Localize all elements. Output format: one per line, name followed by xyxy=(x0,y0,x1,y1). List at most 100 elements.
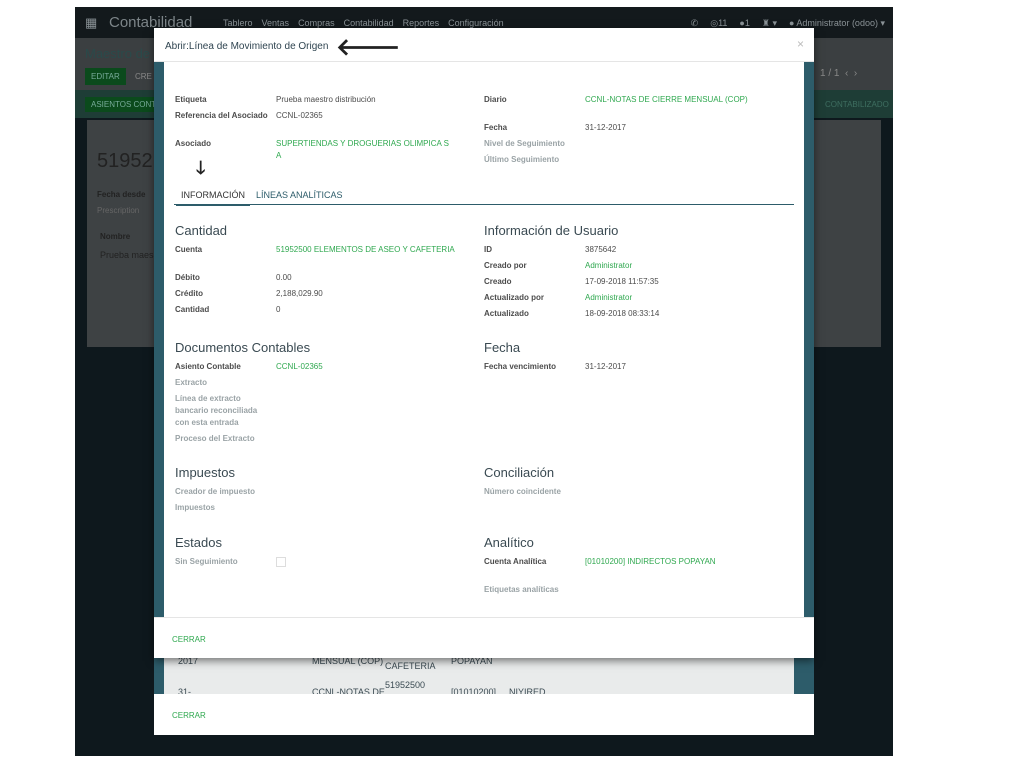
field-label: Creador de impuesto xyxy=(175,487,256,496)
back-modal-footer: CERRAR xyxy=(154,694,814,735)
create-button[interactable]: CRE xyxy=(135,72,152,81)
field-label: Nivel de Seguimiento xyxy=(484,139,565,148)
field-label: Crédito xyxy=(175,289,203,298)
modal-title: Abrir:Línea de Movimiento de Origen xyxy=(165,41,329,52)
arrow-left-icon: 🡐 xyxy=(336,34,401,61)
field-label: Último Seguimiento xyxy=(484,155,560,164)
field-value[interactable]: Administrator xyxy=(585,293,633,302)
field-label: Actualizado xyxy=(484,309,529,318)
breadcrumb[interactable]: Maestro de xyxy=(85,46,151,61)
tab-informacion[interactable]: INFORMACIÓN xyxy=(176,190,250,206)
close-button[interactable]: CERRAR xyxy=(172,711,206,720)
apps-menu-icon[interactable]: ▦ xyxy=(85,15,98,30)
section-title: Documentos Contables xyxy=(175,340,311,355)
nav-menu-item[interactable]: Tablero xyxy=(223,18,253,28)
record-name: 51952 xyxy=(97,150,153,172)
table-cell: CCNL-NOTAS DE xyxy=(312,687,385,697)
field-label: Cuenta Analítica xyxy=(484,557,547,566)
field-label: Extracto xyxy=(175,378,208,387)
modal-dialog: Abrir:Línea de Movimiento de Origen 🡐 × … xyxy=(154,28,814,658)
table-cell: CAFETERIA xyxy=(385,661,436,671)
field-label: Diario xyxy=(484,95,507,104)
section-title: Estados xyxy=(175,535,222,550)
modal-body: 🡓 INFORMACIÓN LÍNEAS ANALÍTICAS Etiqueta… xyxy=(154,62,814,617)
table-cell: 51952500 xyxy=(385,680,426,690)
journal-entries-button[interactable]: ASIENTOS CONT xyxy=(85,97,163,112)
field-value: 17-09-2018 11:57:35 xyxy=(585,277,659,286)
table-cell: Prueba maes xyxy=(100,250,154,260)
table-cell: 2017 xyxy=(178,656,199,666)
field-value: 18-09-2018 08:33:14 xyxy=(585,309,660,318)
field-value[interactable]: [01010200] INDIRECTOS POPAYAN xyxy=(585,557,716,566)
app-title: Contabilidad xyxy=(109,14,193,31)
field-value: 3875642 xyxy=(585,245,617,254)
field-value[interactable]: 51952500 ELEMENTOS DE ASEO Y CAFETERIA xyxy=(276,245,455,254)
field-value[interactable]: Administrator xyxy=(585,261,633,270)
field-value: 0.00 xyxy=(276,273,292,282)
field-value: Prueba maestro distribución xyxy=(276,95,376,104)
field-label: Actualizado por xyxy=(484,293,545,302)
nav-menu-item[interactable]: Contabilidad xyxy=(343,18,394,28)
field-value: CCNL-02365 xyxy=(276,111,323,120)
table-cell: NIYIRED xyxy=(509,687,546,697)
field-value: 31-12-2017 xyxy=(585,123,626,132)
form-sheet: 🡓 INFORMACIÓN LÍNEAS ANALÍTICAS Etiqueta… xyxy=(164,62,804,617)
field-value: 2,188,029.90 xyxy=(276,289,323,298)
close-button[interactable]: CERRAR xyxy=(172,635,206,644)
field-label: Referencia del Asociado xyxy=(175,111,268,120)
field-label: Sin Seguimiento xyxy=(175,557,238,566)
field-label: Línea de extracto bancario reconciliada … xyxy=(175,394,258,427)
label: Prescription xyxy=(97,206,140,215)
table-cell: [01010200] xyxy=(451,687,497,697)
field-label: Cantidad xyxy=(175,305,210,314)
top-navbar: ▦ Contabilidad Tablero Ventas Compras Conta… xyxy=(75,7,893,38)
nav-menu-item[interactable]: Reportes xyxy=(402,18,440,28)
field-value[interactable]: SUPERTIENDAS Y DROGUERIAS OLIMPICA S A xyxy=(276,139,449,160)
section-title: Conciliación xyxy=(484,465,555,480)
activity-button[interactable]: ◎11 xyxy=(710,18,728,28)
table-cell: POPAYAN xyxy=(451,656,493,666)
checkbox[interactable] xyxy=(276,557,286,567)
status-posted: CONTABILIZADO xyxy=(825,100,889,109)
section-title: Cantidad xyxy=(175,223,228,238)
table-cell: MENSUAL (COP) xyxy=(312,656,384,666)
field-value[interactable]: CCNL-NOTAS DE CIERRE MENSUAL (COP) xyxy=(585,95,748,104)
label: Fecha desde xyxy=(97,190,146,199)
nav-menu-item[interactable]: Compras xyxy=(298,18,335,28)
section-title: Impuestos xyxy=(175,465,235,480)
close-icon[interactable]: × xyxy=(796,37,804,51)
field-label: Creado por xyxy=(484,261,527,270)
tabs xyxy=(174,204,794,205)
field-label: Etiqueta xyxy=(175,95,207,104)
field-label: Cuenta xyxy=(175,245,203,254)
phone-icon[interactable]: ✆ xyxy=(690,18,699,28)
field-label: Número coincidente xyxy=(484,487,561,496)
field-label: Fecha vencimiento xyxy=(484,362,557,371)
field-label: Asiento Contable xyxy=(175,362,241,371)
pager[interactable]: 1 / 1 ‹ › xyxy=(820,68,858,79)
messages-button[interactable]: ●1 xyxy=(739,18,750,28)
tab-lineas-analiticas[interactable]: LÍNEAS ANALÍTICAS xyxy=(256,190,343,200)
edit-button[interactable]: EDITAR xyxy=(85,68,126,85)
field-label: Asociado xyxy=(175,139,212,148)
field-label: Proceso del Extracto xyxy=(175,434,255,443)
field-value: 31-12-2017 xyxy=(585,362,626,371)
modal-header: Abrir:Línea de Movimiento de Origen 🡐 × xyxy=(154,28,814,62)
nav-menu-item[interactable]: Ventas xyxy=(261,18,290,28)
field-value: 0 xyxy=(276,305,281,314)
field-label: Etiquetas analíticas xyxy=(484,585,559,594)
nav-menu-item[interactable]: Configuración xyxy=(448,18,504,28)
section-title: Analítico xyxy=(484,535,534,550)
field-label: ID xyxy=(484,245,492,254)
field-label: Fecha xyxy=(484,123,508,132)
modal-footer: CERRAR xyxy=(154,617,814,658)
debug-icon[interactable]: ♜ ▾ xyxy=(761,18,777,28)
section-title: Fecha xyxy=(484,340,521,355)
arrow-down-icon: 🡓 xyxy=(196,158,206,178)
field-value[interactable]: CCNL-02365 xyxy=(276,362,323,371)
section-title: Información de Usuario xyxy=(484,223,619,238)
field-label: Débito xyxy=(175,273,200,282)
column-header: Nombre xyxy=(100,232,131,241)
user-menu[interactable]: ● Administrator (odoo) ▾ xyxy=(788,18,885,28)
table-cell: 31- xyxy=(178,687,192,697)
